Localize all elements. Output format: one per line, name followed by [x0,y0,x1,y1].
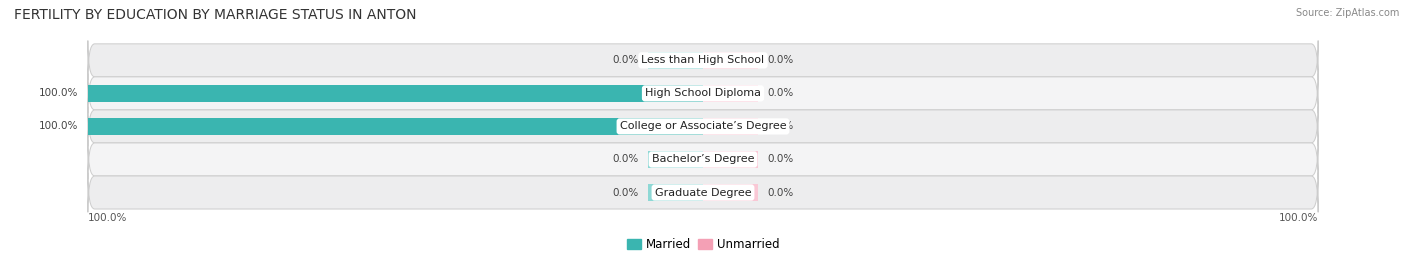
Text: 0.0%: 0.0% [612,55,638,65]
Bar [703,52,758,69]
FancyBboxPatch shape [87,107,1319,146]
Text: 0.0%: 0.0% [768,121,794,132]
FancyBboxPatch shape [87,173,1319,212]
Bar [648,52,703,69]
Bar [87,85,703,102]
Text: High School Diploma: High School Diploma [645,89,761,98]
FancyBboxPatch shape [87,74,1319,113]
Bar [703,85,758,102]
Text: Source: ZipAtlas.com: Source: ZipAtlas.com [1295,8,1399,18]
Text: 100.0%: 100.0% [39,89,79,98]
FancyBboxPatch shape [87,140,1319,179]
Bar [703,151,758,168]
Text: FERTILITY BY EDUCATION BY MARRIAGE STATUS IN ANTON: FERTILITY BY EDUCATION BY MARRIAGE STATU… [14,8,416,22]
Bar [648,184,703,201]
Text: 0.0%: 0.0% [768,154,794,164]
Bar [87,118,703,135]
Text: 0.0%: 0.0% [768,55,794,65]
Text: Graduate Degree: Graduate Degree [655,187,751,197]
Text: Bachelor’s Degree: Bachelor’s Degree [652,154,754,164]
Text: 0.0%: 0.0% [612,187,638,197]
Text: 0.0%: 0.0% [768,89,794,98]
Text: 100.0%: 100.0% [39,121,79,132]
Text: 100.0%: 100.0% [87,213,128,223]
Text: Less than High School: Less than High School [641,55,765,65]
Text: 100.0%: 100.0% [1278,213,1319,223]
FancyBboxPatch shape [87,41,1319,80]
Text: 0.0%: 0.0% [768,187,794,197]
Text: 0.0%: 0.0% [612,154,638,164]
Legend: Married, Unmarried: Married, Unmarried [621,234,785,256]
Text: College or Associate’s Degree: College or Associate’s Degree [620,121,786,132]
Bar [703,184,758,201]
Bar [703,118,758,135]
Bar [648,151,703,168]
